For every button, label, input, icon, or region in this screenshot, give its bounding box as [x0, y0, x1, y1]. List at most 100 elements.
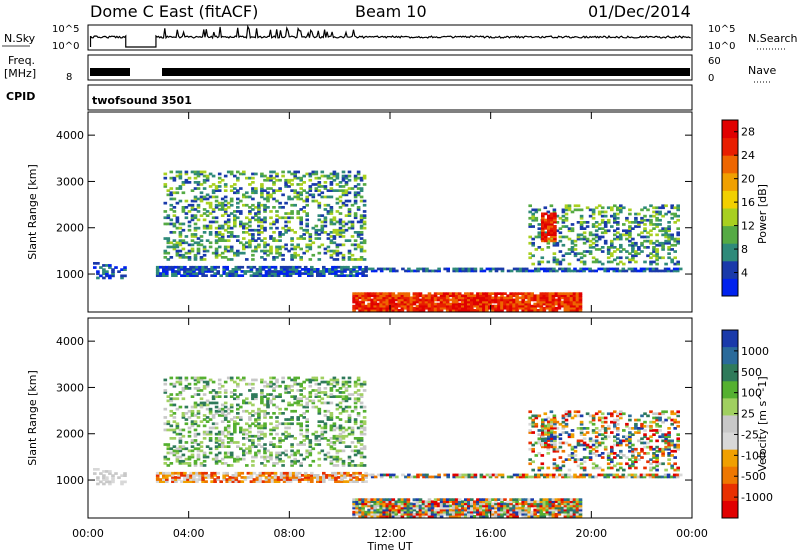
velocity-cell	[202, 455, 207, 459]
velocity-cell	[397, 506, 402, 510]
velocity-cell	[534, 422, 539, 426]
velocity-cell	[233, 430, 237, 434]
power-cell	[260, 191, 264, 195]
velocity-cell	[202, 401, 207, 405]
velocity-cell	[296, 459, 300, 463]
power-cell	[625, 250, 629, 253]
power-cell	[667, 221, 671, 224]
power-cell	[166, 241, 171, 245]
power-cell	[461, 302, 465, 306]
power-cell	[254, 172, 258, 176]
velocity-cell	[278, 393, 282, 396]
velocity-cell	[518, 512, 522, 516]
power-cell	[600, 235, 605, 239]
power-cell	[293, 195, 297, 199]
velocity-cell	[353, 399, 358, 403]
velocity-cell	[172, 416, 177, 419]
power-cell	[530, 296, 534, 300]
power-cell	[220, 226, 225, 230]
velocity-cell	[482, 500, 486, 504]
power-cell	[401, 267, 405, 271]
power-cell	[664, 262, 668, 266]
velocity-cell	[323, 393, 328, 396]
velocity-cell	[296, 376, 300, 380]
velocity-cell	[337, 471, 341, 475]
power-cell	[485, 292, 489, 295]
velocity-cell	[497, 508, 501, 512]
velocity-cell	[437, 473, 441, 477]
power-cell	[163, 237, 168, 240]
power-cell	[192, 270, 196, 273]
velocity-cell	[352, 471, 356, 475]
power-cell	[192, 265, 196, 269]
velocity-cell	[362, 382, 367, 386]
velocity-cell	[326, 401, 331, 405]
power-cell	[573, 208, 578, 212]
power-cell	[233, 216, 237, 220]
power-cell	[564, 235, 569, 239]
velocity-cell	[322, 480, 326, 483]
velocity-cell	[279, 474, 284, 477]
velocity-cell	[353, 405, 358, 409]
velocity-cell	[464, 510, 468, 514]
power-cell	[287, 216, 291, 220]
velocity-cell	[344, 389, 349, 392]
velocity-cell	[254, 397, 258, 401]
power-cell	[506, 269, 511, 273]
power-cell	[233, 214, 237, 217]
power-cell	[248, 233, 252, 236]
velocity-cell	[488, 506, 492, 510]
velocity-cell	[430, 502, 435, 506]
power-cell	[542, 294, 547, 298]
power-cell	[670, 258, 674, 262]
velocity-cell	[254, 420, 258, 423]
power-cell	[329, 189, 334, 192]
power-cell	[320, 228, 325, 232]
velocity-cell	[236, 422, 240, 426]
velocity-cell	[213, 474, 217, 477]
power-cell	[359, 256, 364, 259]
velocity-cell	[255, 476, 260, 479]
velocity-cell	[108, 470, 112, 473]
power-cell	[394, 294, 399, 298]
power-cell	[579, 233, 584, 237]
power-cell	[654, 269, 659, 273]
velocity-cell	[266, 399, 270, 403]
velocity-cell	[105, 470, 109, 473]
power-cell	[208, 224, 213, 228]
power-cell	[320, 191, 325, 195]
velocity-cell	[102, 476, 106, 479]
velocity-cell	[184, 418, 189, 421]
power-cell	[600, 267, 604, 271]
velocity-cell	[566, 506, 571, 510]
power-cell	[269, 226, 273, 230]
power-cell	[337, 270, 341, 273]
power-cell	[652, 241, 656, 245]
velocity-cell	[597, 416, 602, 420]
velocity-cell	[341, 437, 346, 440]
velocity-cell	[610, 412, 614, 416]
power-cell	[229, 245, 234, 249]
velocity-cell	[651, 475, 656, 479]
velocity-cell	[506, 504, 510, 508]
power-cell	[302, 251, 306, 255]
power-cell	[479, 309, 483, 312]
power-cell	[314, 228, 319, 232]
power-cell	[272, 231, 276, 234]
velocity-cell	[582, 427, 587, 430]
power-cell	[305, 243, 309, 247]
velocity-cell	[220, 462, 225, 465]
power-cell	[467, 304, 471, 308]
power-cell	[461, 300, 465, 304]
power-cell	[488, 267, 493, 271]
power-cell	[332, 251, 337, 255]
power-cell	[364, 294, 368, 298]
velocity-cell	[276, 476, 281, 479]
velocity-cell	[178, 445, 183, 448]
velocity-cell	[204, 476, 208, 479]
power-cell	[172, 210, 177, 213]
power-cell	[564, 216, 569, 220]
power-cell	[673, 239, 677, 243]
velocity-cell	[338, 412, 343, 415]
power-cell	[299, 216, 303, 220]
